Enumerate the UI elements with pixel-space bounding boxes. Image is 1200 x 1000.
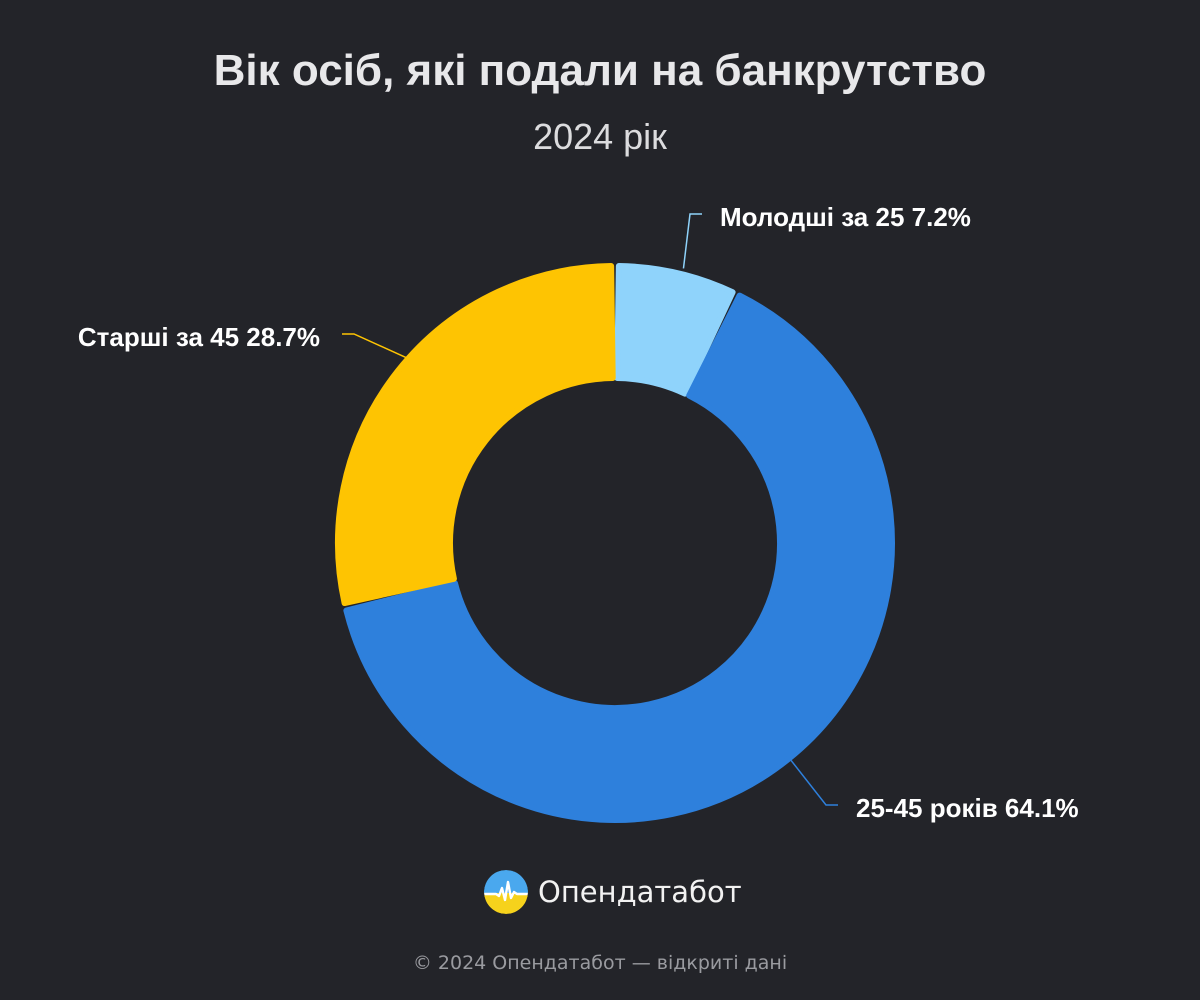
- slice-1: [614, 263, 736, 397]
- opendatabot-logo-icon: [484, 870, 528, 914]
- leader-lines: [342, 213, 838, 806]
- slice-label-3: Старші за 45 28.7%: [78, 322, 320, 352]
- footer-copyright: © 2024 Опендатабот — відкриті дані: [412, 952, 788, 974]
- slice-label-1: Молодші за 25 7.2%: [720, 202, 971, 232]
- brand-logo: Опендатабот: [484, 870, 742, 914]
- slice-label-2: 25-45 років 64.1%: [856, 793, 1079, 823]
- leader-line-1: [682, 213, 702, 269]
- slice-2: [343, 292, 895, 823]
- donut-slices: [335, 263, 895, 823]
- chart-title: Вік осіб, які подали на банкрутство: [213, 46, 987, 95]
- slice-labels: Молодші за 25 7.2% 25-45 років 64.1% Старш…: [78, 202, 1079, 823]
- leader-line-3: [342, 333, 413, 362]
- leader-line-2: [785, 753, 838, 806]
- chart-subtitle: 2024 рік: [533, 116, 667, 157]
- slice-3: [335, 263, 616, 607]
- brand-name: Опендатабот: [538, 875, 742, 909]
